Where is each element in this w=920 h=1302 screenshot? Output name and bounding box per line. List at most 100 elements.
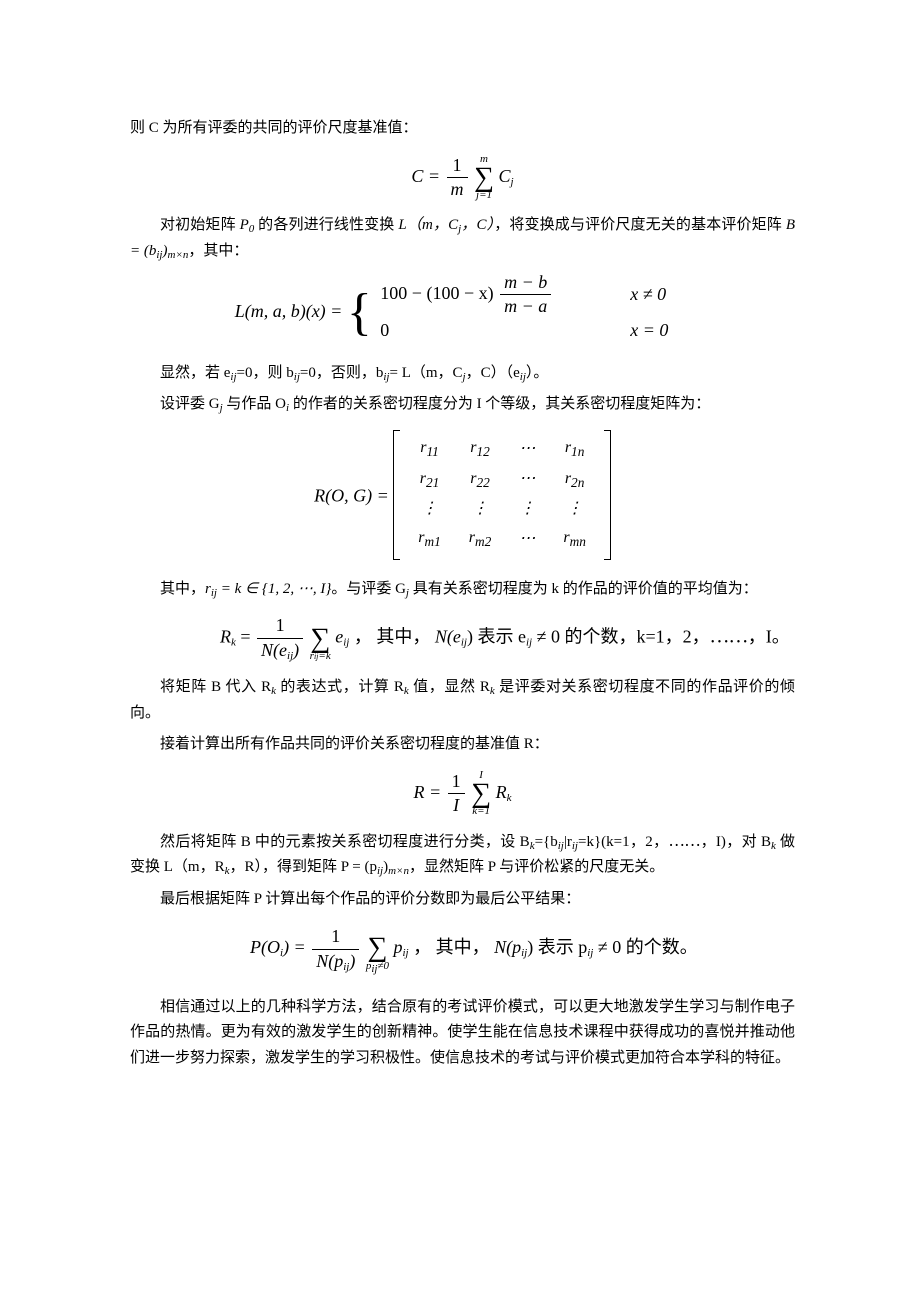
f1-num: 1 bbox=[447, 154, 468, 178]
p6-a: 将矩阵 B 代入 R bbox=[160, 679, 271, 695]
f6-t3: ) 表示 p bbox=[527, 938, 587, 958]
f1-den: m bbox=[447, 178, 468, 201]
f2-r1-num: m − b bbox=[500, 271, 551, 295]
paragraph-10: 相信通过以上的几种科学方法，结合原有的考试评价模式，可以更大地激发学生学习与制作… bbox=[130, 995, 795, 1072]
paragraph-9: 最后根据矩阵 P 计算出每个作品的评价分数即为最后公平结果： bbox=[130, 887, 795, 913]
p3-c: =0，否则，b bbox=[300, 365, 383, 381]
matrix-table: r11r12⋯r1nr21r22⋯r2n⋮⋮⋮⋮rm1rm2⋯rmn bbox=[404, 434, 600, 554]
paragraph-3: 显然，若 eij=0，则 bij=0，否则，bij= L（m，Cj，C）（eij… bbox=[130, 361, 795, 387]
p8-h: ，显然矩阵 P 与评价松紧的尺度无关。 bbox=[409, 859, 664, 875]
f4-e-sub: ij bbox=[343, 637, 349, 649]
p6-c: 值，显然 R bbox=[409, 679, 490, 695]
p2-text-a: 对初始矩阵 bbox=[160, 217, 240, 233]
sigma-icon: ∑ bbox=[366, 935, 389, 960]
p5-d: 。与评委 G bbox=[331, 581, 406, 597]
f2-r2-cond: x = 0 bbox=[630, 319, 690, 342]
p8-s7: m×n bbox=[388, 865, 409, 877]
f6-den-b: ) bbox=[349, 951, 355, 971]
p5-e: 具有关系密切程度为 k 的作品的评价值的平均值为： bbox=[409, 581, 758, 597]
f4-num: 1 bbox=[257, 614, 303, 638]
matrix-cell: r1n bbox=[549, 434, 600, 465]
p2-text-c: 的各列进行线性变换 bbox=[254, 217, 398, 233]
p8-b: ={b bbox=[535, 834, 558, 850]
f1-right: C bbox=[499, 166, 511, 186]
paragraph-5: 其中，rij = k ∈ {1, 2, ⋯, I}。与评委 Gj 具有关系密切程… bbox=[130, 577, 795, 603]
f3-lhs: R(O, G) = bbox=[314, 486, 393, 506]
p4-a: 设评委 G bbox=[160, 396, 220, 412]
p4-c: 的作者的关系密切程度分为 I 个等级，其关系密切程度矩阵为： bbox=[289, 396, 710, 412]
f6-t4: ≠ 0 的个数。 bbox=[593, 938, 697, 958]
matrix-cell: ⋯ bbox=[505, 434, 549, 465]
f4-R: R bbox=[220, 627, 231, 647]
f1-right-sub: j bbox=[511, 176, 514, 188]
p2-text-f: ，将变换成与评价尺度无关的基本评价矩阵 bbox=[494, 217, 786, 233]
matrix-cell: r22 bbox=[455, 465, 506, 496]
matrix-cell: rmn bbox=[549, 524, 600, 555]
p8-c: |r bbox=[564, 834, 572, 850]
sigma-icon: ∑ bbox=[471, 781, 491, 806]
matrix-cell: ⋯ bbox=[505, 524, 549, 555]
matrix-cell: r2n bbox=[549, 465, 600, 496]
f6-p: p bbox=[394, 938, 403, 958]
paragraph-1: 则 C 为所有评委的共同的评价尺度基准值： bbox=[130, 116, 795, 142]
f2-r1-cond: x ≠ 0 bbox=[630, 283, 690, 306]
p2-text-i: ，其中： bbox=[188, 243, 248, 259]
document-page: 则 C 为所有评委的共同的评价尺度基准值： C = 1 m m ∑ j=1 Cj… bbox=[0, 0, 920, 1302]
paragraph-2: 对初始矩阵 P0 的各列进行线性变换 L（m，Cj，C），将变换成与评价尺度无关… bbox=[130, 213, 795, 264]
f6-t2: N(p bbox=[494, 938, 521, 958]
p2-P: P bbox=[240, 217, 249, 233]
p3-f: ）。 bbox=[526, 365, 549, 381]
sigma-icon: ∑ bbox=[474, 165, 494, 190]
formula-Rk: Rk = 1 N(eij) ∑ rij=k eij ， 其中， N(eij) 表… bbox=[130, 614, 795, 663]
p8-f: ，R），得到矩阵 P = (p bbox=[229, 859, 377, 875]
f2-r1-expr: 100 − (100 − x) bbox=[380, 283, 493, 303]
p3-b: =0，则 b bbox=[237, 365, 294, 381]
paragraph-7: 接着计算出所有作品共同的评价关系密切程度的基准值 R： bbox=[130, 732, 795, 758]
p3-e: ，C）（e bbox=[466, 365, 520, 381]
paragraph-4: 设评委 Gj 与作品 Oi 的作者的关系密切程度分为 I 个等级，其关系密切程度… bbox=[130, 392, 795, 418]
f2-r2-expr: 0 bbox=[380, 319, 630, 342]
f5-den: I bbox=[448, 794, 465, 817]
f2-r1-den: m − a bbox=[500, 295, 551, 318]
formula-C: C = 1 m m ∑ j=1 Cj bbox=[130, 154, 795, 202]
f6-eq: ) = bbox=[283, 938, 310, 958]
p5-set: = k ∈ {1, 2, ⋯, I} bbox=[217, 581, 331, 597]
f4-t4: ≠ 0 的个数，k=1，2，⋯⋯，I。 bbox=[532, 627, 790, 647]
f5-sl: k=1 bbox=[471, 806, 491, 817]
f1-sum-lower: j=1 bbox=[474, 190, 494, 201]
f4-eq: = bbox=[236, 627, 255, 647]
f5-R: R bbox=[496, 782, 507, 802]
f6-den-a: N(p bbox=[316, 951, 343, 971]
matrix-cell: ⋮ bbox=[505, 495, 549, 524]
left-brace-icon: { bbox=[347, 292, 372, 334]
f6-P: P(O bbox=[250, 938, 280, 958]
p6-b: 的表达式，计算 R bbox=[276, 679, 404, 695]
paragraph-8: 然后将矩阵 B 中的元素按关系密切程度进行分类，设 Bk={bij|rij=k}… bbox=[130, 830, 795, 881]
p2-B-dim: m×n bbox=[168, 249, 189, 261]
formula-R: R = 1 I I ∑ k=1 Rk bbox=[130, 770, 795, 818]
f5-num: 1 bbox=[448, 770, 465, 794]
f6-num: 1 bbox=[312, 925, 359, 949]
sigma-icon: ∑ bbox=[310, 626, 331, 651]
f5-R-sub: k bbox=[507, 792, 512, 804]
f5-lhs: R = bbox=[413, 782, 445, 802]
f4-t1: ， 其中， bbox=[354, 627, 435, 647]
matrix-cell: ⋯ bbox=[505, 465, 549, 496]
p4-b: 与作品 O bbox=[223, 396, 286, 412]
formula-L: L(m, a, b)(x) = { 100 − (100 − x) m − b … bbox=[130, 277, 795, 349]
f6-sl-b: ≠0 bbox=[377, 960, 389, 972]
p2-L: L（m，C bbox=[398, 217, 458, 233]
f4-den-a: N(e bbox=[261, 640, 287, 660]
matrix-cell: r12 bbox=[455, 434, 506, 465]
p3-d: = L（m，C bbox=[389, 365, 462, 381]
matrix-cell: rm1 bbox=[404, 524, 455, 555]
paragraph-6: 将矩阵 B 代入 Rk 的表达式，计算 Rk 值，显然 Rk 是评委对关系密切程… bbox=[130, 675, 795, 726]
matrix-cell: rm2 bbox=[455, 524, 506, 555]
formula-matrix-R: R(O, G) = r11r12⋯r1nr21r22⋯r2n⋮⋮⋮⋮rm1rm2… bbox=[130, 430, 795, 565]
f4-den-b: ) bbox=[293, 640, 299, 660]
p8-a: 然后将矩阵 B 中的元素按关系密切程度进行分类，设 B bbox=[160, 834, 530, 850]
f4-t3: ) 表示 e bbox=[467, 627, 526, 647]
f6-t1: ， 其中， bbox=[413, 938, 494, 958]
formula-P: P(Oi) = 1 N(pij) ∑ pij≠0 pij ， 其中， N(pij… bbox=[130, 924, 795, 974]
matrix-cell: r21 bbox=[404, 465, 455, 496]
